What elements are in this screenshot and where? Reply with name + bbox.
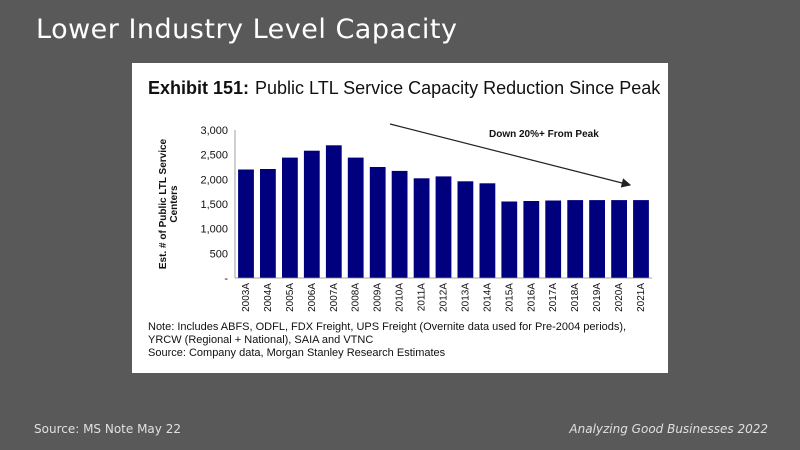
x-tick-label: 2016A: [526, 283, 537, 312]
bar: [238, 169, 254, 278]
bar: [523, 201, 540, 278]
bar: [435, 176, 452, 278]
bar: [633, 200, 649, 278]
bar: [413, 178, 430, 278]
y-axis-label: Est. # of Public LTL Service: [158, 138, 169, 269]
bar: [347, 157, 364, 278]
y-tick-label: 2,000: [200, 174, 228, 186]
x-tick-label: 2006A: [307, 283, 318, 312]
bar: [567, 200, 584, 278]
exhibit-label: Exhibit 151:: [148, 78, 250, 98]
y-tick-label: 1,000: [200, 224, 228, 236]
bar: [260, 169, 276, 278]
bar: [501, 201, 518, 278]
x-tick-label: 2004A: [263, 283, 274, 312]
y-tick-label: 500: [210, 248, 228, 260]
slide-title: Lower Industry Level Capacity: [36, 14, 458, 45]
bar: [369, 167, 386, 278]
bar: [325, 145, 342, 278]
bar: [589, 200, 605, 278]
x-tick-label: 2008A: [351, 283, 362, 312]
footer-source: Source: MS Note May 22: [34, 422, 181, 436]
x-tick-label: 2003A: [241, 283, 252, 312]
x-tick-label: 2012A: [439, 283, 450, 312]
x-tick-label: 2005A: [285, 283, 296, 312]
y-axis-label: Centers: [169, 185, 180, 223]
x-tick-label: 2018A: [570, 283, 581, 312]
bar: [457, 181, 474, 278]
bar: [611, 200, 627, 278]
trend-arrow: [389, 123, 632, 188]
x-tick-label: 2014A: [482, 283, 493, 312]
exhibit-panel: Exhibit 151: Public LTL Service Capacity …: [132, 63, 668, 373]
x-tick-label: 2009A: [373, 283, 384, 312]
exhibit-source: Source: Company data, Morgan Stanley Res…: [148, 347, 446, 359]
exhibit-note: Note: Includes ABFS, ODFL, FDX Freight, …: [148, 321, 627, 346]
exhibit-title: Exhibit 151: Public LTL Service Capacity …: [148, 78, 660, 99]
bar: [545, 200, 562, 278]
chart-annotation: Down 20%+ From Peak: [489, 129, 599, 140]
footer-brand: Analyzing Good Businesses 2022: [569, 422, 768, 436]
exhibit-title-text: Public LTL Service Capacity Reduction Si…: [255, 78, 661, 98]
bar: [303, 150, 320, 278]
x-tick-label: 2017A: [548, 283, 559, 312]
x-tick-label: 2007A: [329, 283, 340, 312]
bar: [479, 183, 496, 278]
x-tick-label: 2019A: [592, 283, 603, 312]
x-tick-label: 2020A: [614, 283, 625, 312]
x-tick-label: 2015A: [504, 283, 515, 312]
exhibit-note-block: Note: Includes ABFS, ODFL, FDX Freight, …: [148, 321, 658, 360]
bar-chart: Est. # of Public LTL Service Centers - 500…: [158, 123, 652, 312]
bar: [282, 157, 298, 278]
bar: [391, 170, 408, 278]
y-tick-label: 2,500: [200, 150, 228, 162]
y-tick-label: 1,500: [200, 199, 228, 211]
x-tick-label: 2013A: [460, 283, 471, 312]
x-tick-label: 2021A: [636, 283, 647, 312]
x-tick-label: 2010A: [395, 283, 406, 312]
y-tick-label: -: [224, 273, 228, 285]
x-tick-label: 2011A: [417, 283, 428, 312]
y-tick-label: 3,000: [200, 125, 228, 137]
